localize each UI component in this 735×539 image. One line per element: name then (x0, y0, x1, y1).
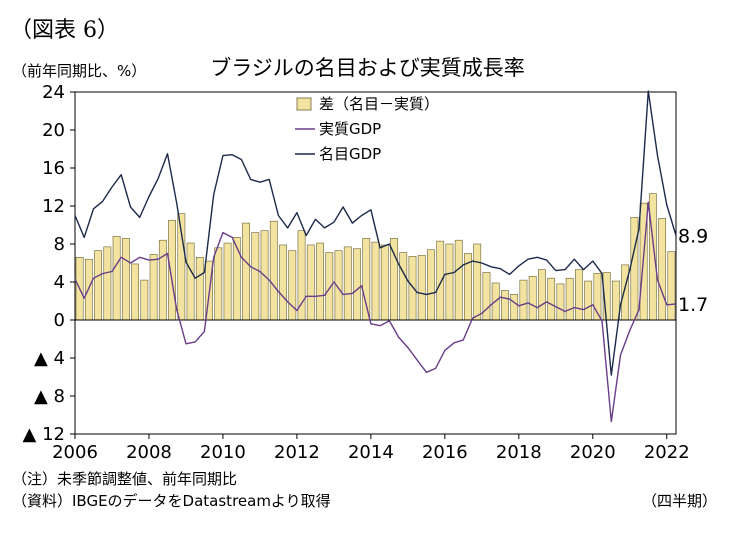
bar-difference (325, 252, 334, 321)
plot-frame (74, 91, 677, 435)
bar-difference (473, 243, 482, 321)
bar-difference (140, 279, 149, 321)
bar-difference (565, 277, 574, 321)
bar-difference (510, 294, 519, 321)
bar-difference (611, 280, 620, 321)
series-line-nominal-gdp (74, 90, 677, 376)
bar-difference (195, 256, 204, 321)
legend-label: 名目GDP (319, 145, 381, 163)
bar-difference (482, 272, 491, 321)
x-tick-label: 2018 (496, 442, 542, 463)
bar-difference (547, 277, 556, 321)
bar-difference (232, 237, 241, 321)
y-tick-label: 4 (54, 272, 65, 293)
x-tick-label: 2014 (348, 442, 394, 463)
y-tick-label: 12 (42, 196, 65, 217)
bar-difference (417, 255, 426, 321)
bar-difference (556, 283, 565, 321)
y-tick-label: 8 (54, 234, 65, 255)
bar-difference (427, 249, 435, 321)
source-note: （資料）IBGEのデータをDatastreamより取得 (12, 492, 331, 510)
bar-difference (621, 264, 630, 321)
bar-difference (454, 239, 463, 321)
x-tick-label: 2010 (200, 442, 246, 463)
bar-difference (269, 220, 278, 321)
bar-difference (214, 247, 223, 321)
footnote: （注）未季節調整値、前年同期比 (12, 470, 238, 488)
y-axis-unit-label: （前年同期比、%） (12, 62, 147, 80)
end-label-real-gdp: 1.7 (678, 294, 708, 316)
period-note: （四半期） (641, 492, 717, 510)
y-tick-label: 16 (42, 158, 65, 179)
y-tick-label: ▲ 8 (34, 386, 65, 407)
bar-difference (399, 252, 408, 321)
bar-difference (390, 238, 398, 321)
y-tick-label: ▲ 4 (34, 348, 65, 369)
y-tick-label: 0 (54, 310, 65, 331)
bar-difference (103, 246, 112, 321)
y-tick-label: ▲ 12 (23, 424, 65, 445)
bar-difference (186, 242, 195, 321)
bar-difference (408, 256, 417, 321)
bar-difference (158, 239, 167, 321)
bar-difference (223, 242, 232, 321)
series-line-real-gdp (74, 201, 677, 423)
bar-difference (445, 243, 454, 321)
bar-difference (112, 236, 121, 321)
bar-difference (316, 242, 324, 321)
y-tick-label: 20 (42, 120, 65, 141)
bar-difference (149, 254, 158, 321)
x-tick-label: 2012 (274, 442, 320, 463)
end-label-nominal-gdp: 8.9 (678, 225, 708, 247)
bar-difference (251, 232, 260, 321)
x-tick-label: 2022 (644, 442, 690, 463)
bar-difference (343, 246, 352, 321)
legend-swatch-difference (296, 97, 312, 111)
bar-difference (288, 250, 297, 321)
chart-title: ブラジルの名目および実質成長率 (210, 56, 525, 80)
bar-difference (501, 290, 509, 321)
legend-label: 差（名目－実質） (319, 95, 439, 113)
bar-difference (519, 279, 528, 321)
legend-label: 実質GDP (319, 120, 381, 138)
bar-difference (131, 263, 140, 321)
y-tick-label: 24 (42, 82, 65, 103)
bar-difference (94, 250, 103, 321)
bar-difference (630, 217, 639, 321)
bar-difference (658, 218, 667, 321)
x-tick-label: 2020 (570, 442, 616, 463)
bar-difference (538, 269, 546, 321)
bar-difference (528, 275, 537, 321)
bar-difference (121, 238, 130, 321)
bar-difference (306, 244, 315, 321)
bar-difference (279, 244, 287, 321)
x-tick-label: 2008 (126, 442, 172, 463)
bar-difference (584, 280, 593, 321)
bar-difference (371, 241, 380, 321)
bar-difference (575, 269, 583, 321)
bar-difference (353, 248, 361, 321)
x-tick-label: 2016 (422, 442, 468, 463)
bar-difference (380, 244, 389, 321)
bar-difference (436, 240, 445, 321)
bar-difference (242, 222, 250, 321)
bar-difference (667, 251, 676, 321)
x-tick-label: 2006 (52, 442, 98, 463)
figure-label: （図表 6） (10, 18, 119, 43)
